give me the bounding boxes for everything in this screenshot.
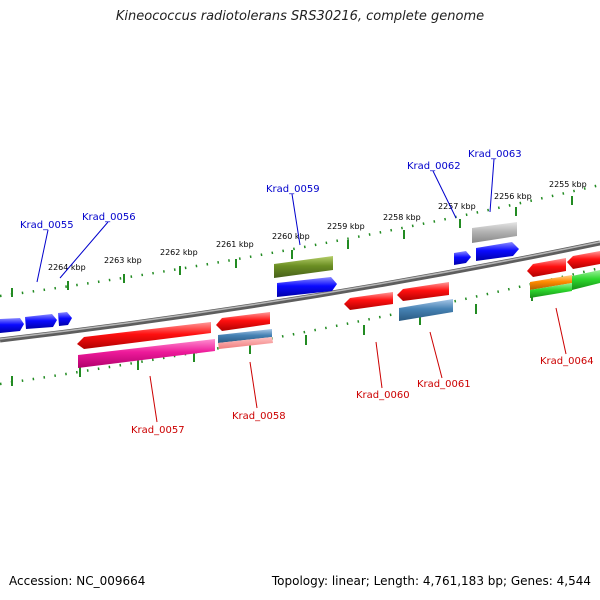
gene-label-krad-0061: Krad_0061: [417, 379, 471, 390]
scale-label-2264: 2264 kbp: [48, 263, 86, 272]
gene-krad-0064-green-b: [572, 270, 600, 290]
gene-krad-0061-red: [397, 282, 449, 301]
gene-features: [0, 222, 600, 368]
gene-krad-0064-orange: [530, 275, 572, 290]
accession-text: Accession: NC_009664: [9, 574, 146, 588]
gene-labels: Krad_0055 Krad_0056 Krad_0059 Krad_0062 …: [20, 149, 594, 436]
gene-krad-0060: [344, 292, 393, 310]
genome-summary-text: Topology: linear; Length: 4,761,183 bp; …: [271, 574, 591, 588]
leader-krad-0055: [36, 229, 49, 283]
scale-label-2257: 2257 kbp: [438, 202, 476, 211]
gene-blue-left-c: [58, 312, 72, 326]
gene-label-krad-0063: Krad_0063: [468, 149, 522, 160]
gene-label-krad-0060: Krad_0060: [356, 390, 410, 401]
gene-label-krad-0062: Krad_0062: [407, 161, 461, 172]
scale-label-2256: 2256 kbp: [494, 192, 532, 201]
leader-krad-0060: [375, 341, 383, 389]
leader-krad-0064: [555, 307, 567, 355]
gene-krad-0063-blue: [476, 242, 519, 261]
page-title: Kineococcus radiotolerans SRS30216, comp…: [115, 9, 485, 24]
gene-label-krad-0056: Krad_0056: [82, 212, 136, 223]
gene-label-krad-0058: Krad_0058: [232, 411, 286, 422]
leader-lines: [36, 158, 567, 423]
gene-krad-0064-green-a: [530, 283, 572, 298]
gene-krad-0058-steel: [218, 329, 272, 343]
gene-krad-0062: [454, 251, 471, 265]
gene-label-krad-0064: Krad_0064: [540, 356, 594, 367]
gene-label-krad-0059: Krad_0059: [266, 184, 320, 195]
gene-krad-0063-grey: [472, 222, 517, 243]
gene-krad-0064-red-b: [567, 251, 600, 269]
gene-krad-0059-olive: [274, 256, 333, 278]
scale-label-2258: 2258 kbp: [383, 213, 421, 222]
scale-label-2260: 2260 kbp: [272, 232, 310, 241]
gene-label-krad-0055: Krad_0055: [20, 220, 74, 231]
leader-krad-0057: [149, 375, 158, 423]
leader-krad-0061: [429, 331, 443, 379]
gene-krad-0058-red: [216, 312, 270, 331]
gene-krad-0057-pink: [78, 339, 215, 368]
gene-blue-left-b: [25, 314, 57, 329]
scale-label-2261: 2261 kbp: [216, 240, 254, 249]
gene-krad-0061-steel: [399, 299, 453, 321]
scale-label-2259: 2259 kbp: [327, 222, 365, 231]
leader-krad-0062: [432, 170, 457, 219]
scale-label-2262: 2262 kbp: [160, 248, 198, 257]
leader-krad-0063: [489, 158, 495, 213]
gene-label-krad-0057: Krad_0057: [131, 425, 185, 436]
gene-krad-0058-light: [218, 337, 273, 349]
gene-krad-0057-red: [77, 322, 211, 349]
leader-krad-0059: [291, 193, 301, 246]
leader-krad-0056: [59, 221, 109, 279]
scale-labels: 2264 kbp 2263 kbp 2262 kbp 2261 kbp 2260…: [48, 180, 587, 272]
leader-krad-0058: [249, 361, 258, 409]
gene-krad-0064-red-a: [527, 258, 566, 277]
gene-krad-0059-blue: [277, 277, 337, 297]
genome-backbone: [0, 240, 600, 343]
scale-label-2255: 2255 kbp: [549, 180, 587, 189]
gene-blue-left-a: [0, 318, 24, 333]
scale-label-2263: 2263 kbp: [104, 256, 142, 265]
